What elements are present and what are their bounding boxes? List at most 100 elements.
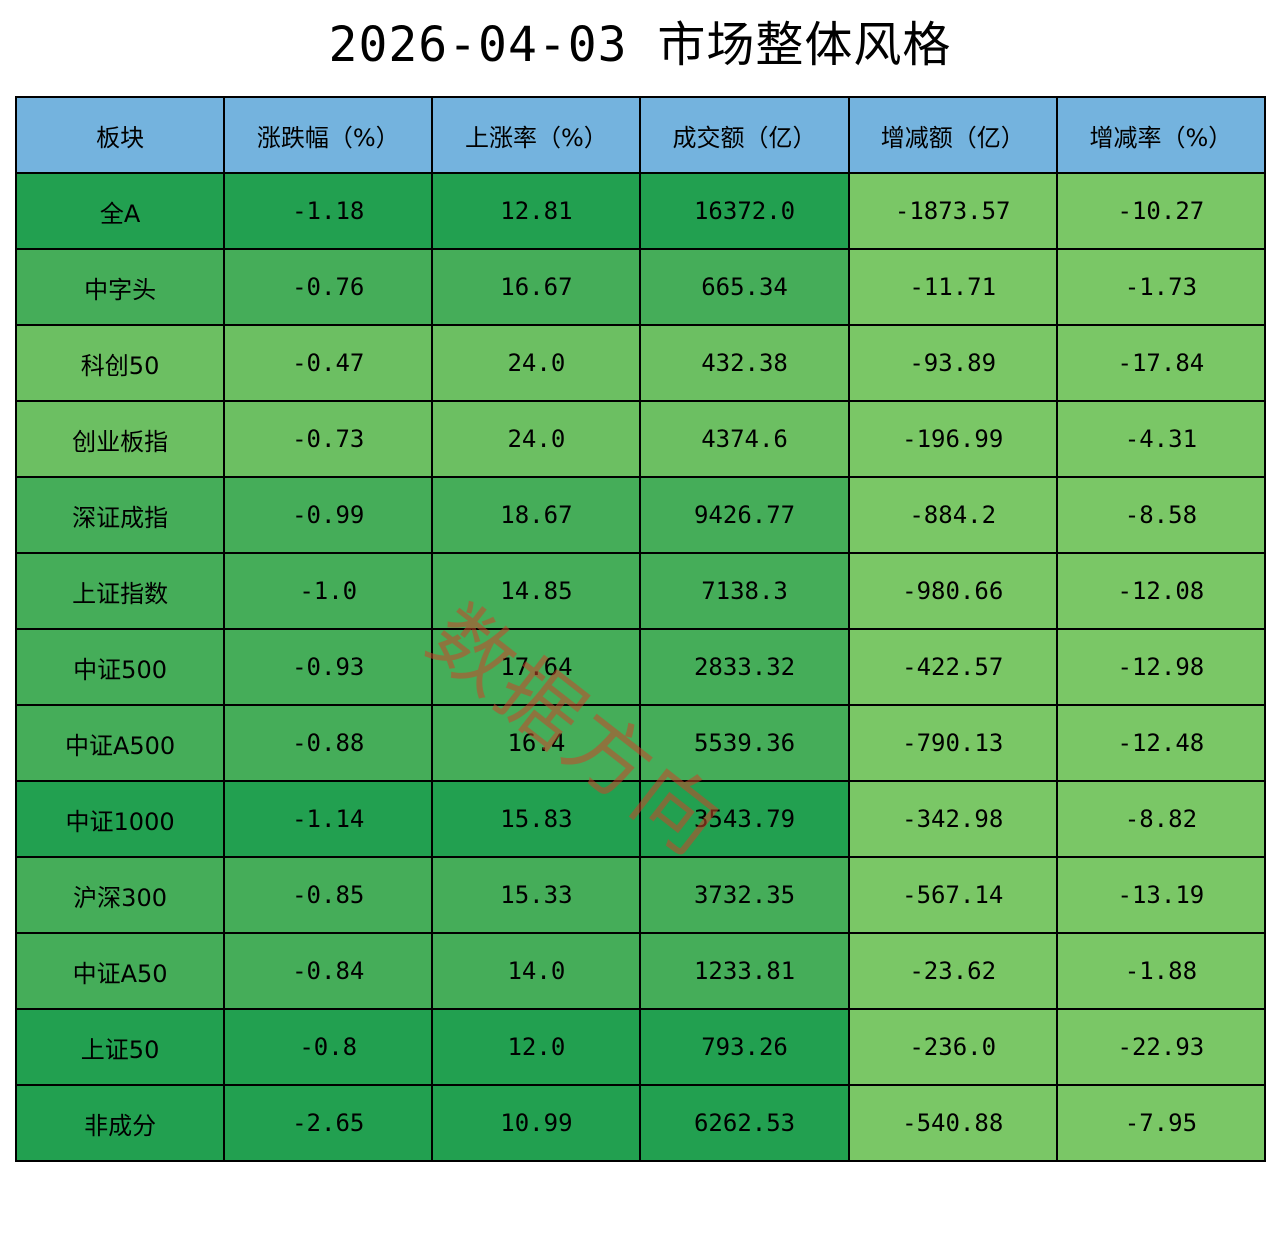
- table-cell: -884.2: [847, 476, 1058, 554]
- table-cell: -7.95: [1055, 1084, 1267, 1162]
- table-cell: 2833.32: [639, 628, 850, 706]
- table-cell: 16.4: [431, 704, 642, 782]
- table-row: 创业板指 -0.73 24.0 4374.6 -196.99 -4.31: [14, 400, 1267, 478]
- sector-name-cell: 全A: [14, 172, 226, 250]
- column-header: 涨跌幅（%）: [223, 96, 434, 174]
- table-cell: -23.62: [847, 932, 1058, 1010]
- table-cell: -1.14: [223, 780, 434, 858]
- table-cell: -567.14: [847, 856, 1058, 934]
- column-header: 增减率（%）: [1055, 96, 1267, 174]
- table-cell: -980.66: [847, 552, 1058, 630]
- table-cell: 17.64: [431, 628, 642, 706]
- table-row: 中证500 -0.93 17.64 2833.32 -422.57 -12.98: [14, 628, 1267, 706]
- page-title: 2026-04-03 市场整体风格: [328, 17, 952, 73]
- table-cell: -196.99: [847, 400, 1058, 478]
- table-cell: 7138.3: [639, 552, 850, 630]
- column-header: 板块: [14, 96, 226, 174]
- table-row: 科创50 -0.47 24.0 432.38 -93.89 -17.84: [14, 324, 1267, 402]
- table-cell: -342.98: [847, 780, 1058, 858]
- table-cell: -0.73: [223, 400, 434, 478]
- column-header: 增减额（亿）: [847, 96, 1058, 174]
- table-cell: -8.58: [1055, 476, 1267, 554]
- table-cell: -1.0: [223, 552, 434, 630]
- table-cell: -0.85: [223, 856, 434, 934]
- sector-name-cell: 上证指数: [14, 552, 226, 630]
- table-cell: -4.31: [1055, 400, 1267, 478]
- table-cell: -0.93: [223, 628, 434, 706]
- table-cell: 1233.81: [639, 932, 850, 1010]
- sector-name-cell: 创业板指: [14, 400, 226, 478]
- table-cell: -2.65: [223, 1084, 434, 1162]
- table-cell: -540.88: [847, 1084, 1058, 1162]
- table-cell: -0.76: [223, 248, 434, 326]
- table-cell: 3732.35: [639, 856, 850, 934]
- table-cell: 793.26: [639, 1008, 850, 1086]
- table-cell: -790.13: [847, 704, 1058, 782]
- table-cell: -0.84: [223, 932, 434, 1010]
- table-cell: -12.98: [1055, 628, 1267, 706]
- table-cell: 16.67: [431, 248, 642, 326]
- table-cell: 3543.79: [639, 780, 850, 858]
- table-cell: 4374.6: [639, 400, 850, 478]
- table-cell: 24.0: [431, 324, 642, 402]
- table-cell: -0.47: [223, 324, 434, 402]
- table-row: 中证A50 -0.84 14.0 1233.81 -23.62 -1.88: [14, 932, 1267, 1010]
- table-cell: -22.93: [1055, 1008, 1267, 1086]
- market-style-table: 板块 涨跌幅（%） 上涨率（%） 成交额（亿） 增减额（亿） 增减率（%） 全A -1.18…: [14, 96, 1267, 1162]
- table-cell: -12.48: [1055, 704, 1267, 782]
- table-cell: -93.89: [847, 324, 1058, 402]
- table-cell: -12.08: [1055, 552, 1267, 630]
- sector-name-cell: 中证A50: [14, 932, 226, 1010]
- table-cell: -17.84: [1055, 324, 1267, 402]
- sector-name-cell: 中证500: [14, 628, 226, 706]
- table-row: 深证成指 -0.99 18.67 9426.77 -884.2 -8.58: [14, 476, 1267, 554]
- column-header: 上涨率（%）: [431, 96, 642, 174]
- table-row: 上证指数 -1.0 14.85 7138.3 -980.66 -12.08: [14, 552, 1267, 630]
- table-row: 中证1000 -1.14 15.83 3543.79 -342.98 -8.82: [14, 780, 1267, 858]
- table-row: 中字头 -0.76 16.67 665.34 -11.71 -1.73: [14, 248, 1267, 326]
- table-cell: 24.0: [431, 400, 642, 478]
- column-header: 成交额（亿）: [639, 96, 850, 174]
- table-cell: 14.0: [431, 932, 642, 1010]
- table-cell: -1.18: [223, 172, 434, 250]
- table-cell: 12.81: [431, 172, 642, 250]
- table-cell: -1.88: [1055, 932, 1267, 1010]
- sector-name-cell: 中字头: [14, 248, 226, 326]
- table-cell: 9426.77: [639, 476, 850, 554]
- table-cell: -0.8: [223, 1008, 434, 1086]
- table-cell: -8.82: [1055, 780, 1267, 858]
- table-cell: 12.0: [431, 1008, 642, 1086]
- table-cell: -1873.57: [847, 172, 1058, 250]
- table-cell: 14.85: [431, 552, 642, 630]
- sector-name-cell: 沪深300: [14, 856, 226, 934]
- table-cell: 665.34: [639, 248, 850, 326]
- table-body: 全A -1.18 12.81 16372.0 -1873.57 -10.27 中字头 -0.7…: [14, 172, 1267, 1162]
- table-cell: 5539.36: [639, 704, 850, 782]
- table-cell: -422.57: [847, 628, 1058, 706]
- sector-name-cell: 科创50: [14, 324, 226, 402]
- table-header-row: 板块 涨跌幅（%） 上涨率（%） 成交额（亿） 增减额（亿） 增减率（%）: [14, 96, 1267, 174]
- table-row: 沪深300 -0.85 15.33 3732.35 -567.14 -13.19: [14, 856, 1267, 934]
- table-cell: -1.73: [1055, 248, 1267, 326]
- sector-name-cell: 非成分: [14, 1084, 226, 1162]
- sector-name-cell: 中证A500: [14, 704, 226, 782]
- table-cell: 15.83: [431, 780, 642, 858]
- table-row: 非成分 -2.65 10.99 6262.53 -540.88 -7.95: [14, 1084, 1267, 1162]
- sector-name-cell: 上证50: [14, 1008, 226, 1086]
- sector-name-cell: 深证成指: [14, 476, 226, 554]
- table-cell: 16372.0: [639, 172, 850, 250]
- table-cell: 15.33: [431, 856, 642, 934]
- table-row: 中证A500 -0.88 16.4 5539.36 -790.13 -12.48: [14, 704, 1267, 782]
- table-cell: 18.67: [431, 476, 642, 554]
- table-cell: 10.99: [431, 1084, 642, 1162]
- table-cell: 432.38: [639, 324, 850, 402]
- table-cell: 6262.53: [639, 1084, 850, 1162]
- table-cell: -236.0: [847, 1008, 1058, 1086]
- sector-name-cell: 中证1000: [14, 780, 226, 858]
- table-cell: -13.19: [1055, 856, 1267, 934]
- table-row: 上证50 -0.8 12.0 793.26 -236.0 -22.93: [14, 1008, 1267, 1086]
- table-cell: -0.99: [223, 476, 434, 554]
- table-row: 全A -1.18 12.81 16372.0 -1873.57 -10.27: [14, 172, 1267, 250]
- table-cell: -11.71: [847, 248, 1058, 326]
- table-cell: -0.88: [223, 704, 434, 782]
